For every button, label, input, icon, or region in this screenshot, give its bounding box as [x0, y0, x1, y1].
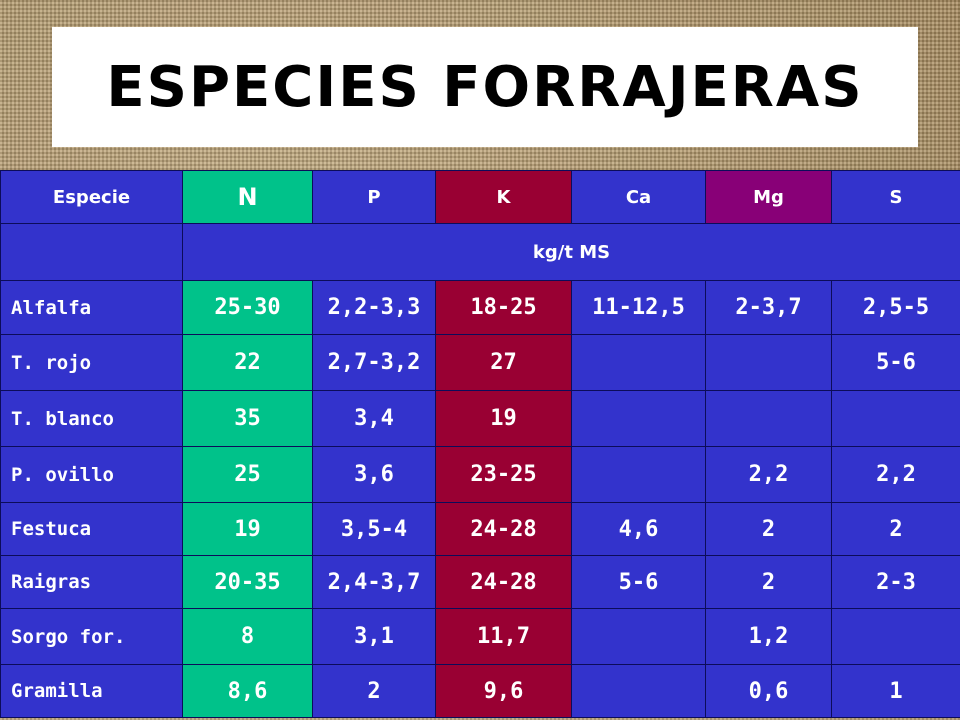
- cell-mg: 2: [705, 502, 832, 556]
- cell-n: 8: [182, 608, 313, 665]
- cell-especie: Gramilla: [0, 664, 183, 718]
- cell-n: 19: [182, 502, 313, 556]
- cell-p: 3,4: [312, 390, 436, 447]
- cell-especie: Sorgo for.: [0, 608, 183, 665]
- cell-p: 2,7-3,2: [312, 334, 436, 391]
- cell-k: 23-25: [435, 446, 572, 503]
- cell-especie: P. ovillo: [0, 446, 183, 503]
- header-cell-n: N: [182, 170, 313, 224]
- cell-s: 2-3: [831, 555, 960, 609]
- cell-s: 1: [831, 664, 960, 718]
- cell-p: 2,4-3,7: [312, 555, 436, 609]
- cell-s: 2: [831, 502, 960, 556]
- unit-row-empty-cell: [0, 223, 183, 281]
- header-row: Especie N P K Ca Mg S: [0, 170, 960, 224]
- cell-ca: 4,6: [571, 502, 706, 556]
- cell-p: 3,5-4: [312, 502, 436, 556]
- cell-mg: 2,2: [705, 446, 832, 503]
- header-cell-mg: Mg: [705, 170, 832, 224]
- nutrient-table: Especie N P K Ca Mg S kg/t MS Alfalfa 25-…: [0, 170, 960, 718]
- cell-s: [831, 390, 960, 447]
- cell-mg: [705, 390, 832, 447]
- unit-label: kg/t MS: [182, 223, 960, 281]
- cell-n: 8,6: [182, 664, 313, 718]
- cell-k: 27: [435, 334, 572, 391]
- cell-mg: 1,2: [705, 608, 832, 665]
- header-cell-especie: Especie: [0, 170, 183, 224]
- cell-mg: [705, 334, 832, 391]
- cell-k: 18-25: [435, 280, 572, 335]
- cell-ca: [571, 608, 706, 665]
- cell-p: 2: [312, 664, 436, 718]
- table-row: P. ovillo 25 3,6 23-25 2,2 2,2: [0, 446, 960, 503]
- cell-k: 24-28: [435, 502, 572, 556]
- cell-n: 22: [182, 334, 313, 391]
- title-box: ESPECIES FORRAJERAS: [52, 27, 918, 147]
- cell-ca: 5-6: [571, 555, 706, 609]
- cell-k: 24-28: [435, 555, 572, 609]
- cell-especie: Raigras: [0, 555, 183, 609]
- header-cell-ca: Ca: [571, 170, 706, 224]
- cell-ca: [571, 390, 706, 447]
- cell-s: 5-6: [831, 334, 960, 391]
- header-cell-k: K: [435, 170, 572, 224]
- cell-n: 25-30: [182, 280, 313, 335]
- table-row: T. rojo 22 2,7-3,2 27 5-6: [0, 334, 960, 391]
- cell-ca: [571, 664, 706, 718]
- cell-ca: [571, 446, 706, 503]
- cell-p: 2,2-3,3: [312, 280, 436, 335]
- cell-s: 2,5-5: [831, 280, 960, 335]
- cell-p: 3,1: [312, 608, 436, 665]
- header-cell-p: P: [312, 170, 436, 224]
- cell-mg: 2-3,7: [705, 280, 832, 335]
- cell-mg: 0,6: [705, 664, 832, 718]
- cell-k: 9,6: [435, 664, 572, 718]
- cell-especie: T. rojo: [0, 334, 183, 391]
- cell-p: 3,6: [312, 446, 436, 503]
- cell-n: 35: [182, 390, 313, 447]
- page-title: ESPECIES FORRAJERAS: [106, 54, 864, 120]
- cell-ca: 11-12,5: [571, 280, 706, 335]
- cell-especie: T. blanco: [0, 390, 183, 447]
- cell-s: 2,2: [831, 446, 960, 503]
- cell-k: 19: [435, 390, 572, 447]
- table-row: Alfalfa 25-30 2,2-3,3 18-25 11-12,5 2-3,7 2,5-…: [0, 280, 960, 335]
- table-row: T. blanco 35 3,4 19: [0, 390, 960, 447]
- table-row: Raigras 20-35 2,4-3,7 24-28 5-6 2 2-3: [0, 555, 960, 609]
- cell-k: 11,7: [435, 608, 572, 665]
- cell-especie: Festuca: [0, 502, 183, 556]
- cell-s: [831, 608, 960, 665]
- table-row: Sorgo for. 8 3,1 11,7 1,2: [0, 608, 960, 665]
- cell-especie: Alfalfa: [0, 280, 183, 335]
- header-cell-s: S: [831, 170, 960, 224]
- cell-n: 25: [182, 446, 313, 503]
- cell-n: 20-35: [182, 555, 313, 609]
- cell-ca: [571, 334, 706, 391]
- table-row: Festuca 19 3,5-4 24-28 4,6 2 2: [0, 502, 960, 556]
- unit-row: kg/t MS: [0, 223, 960, 281]
- table-row: Gramilla 8,6 2 9,6 0,6 1: [0, 664, 960, 718]
- cell-mg: 2: [705, 555, 832, 609]
